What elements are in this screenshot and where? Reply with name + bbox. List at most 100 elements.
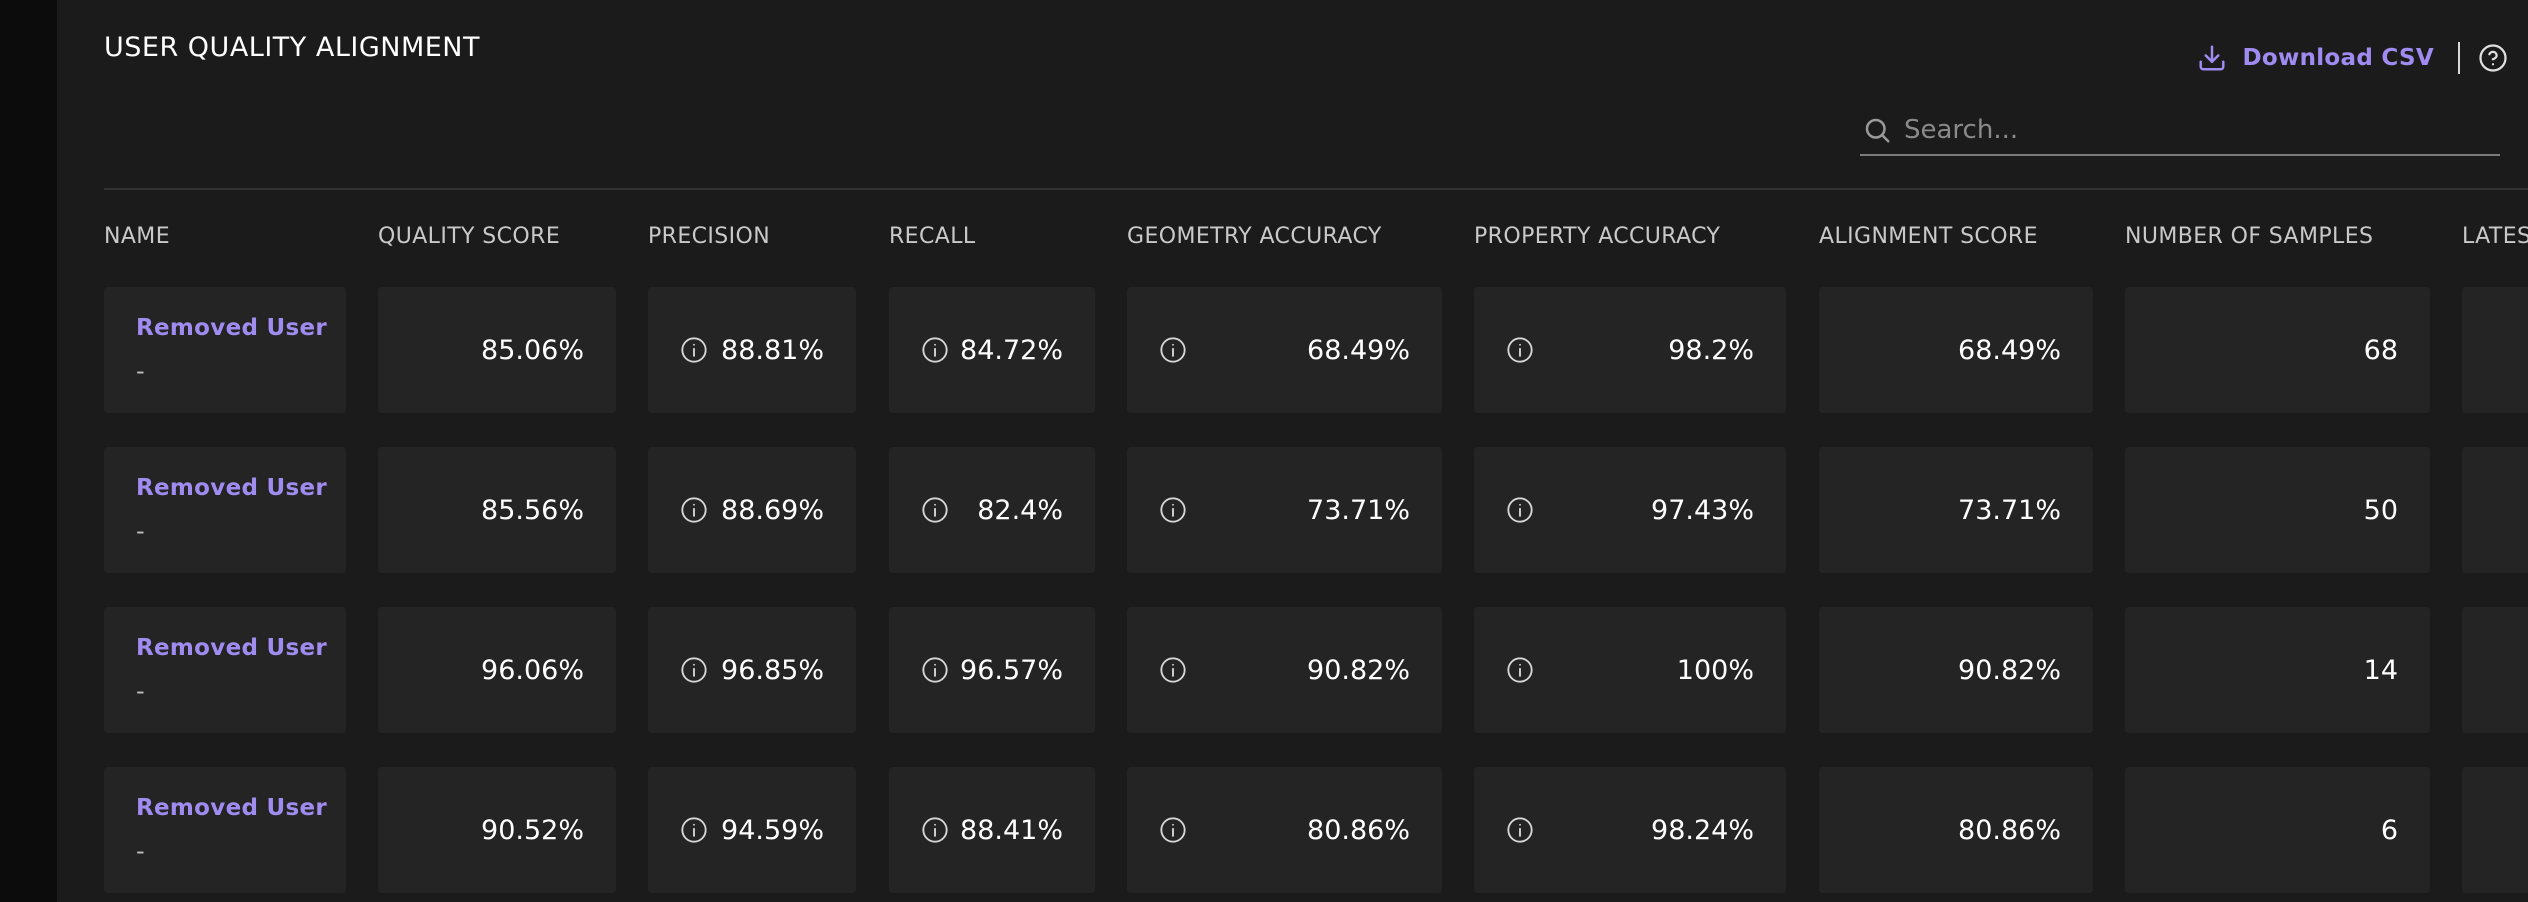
recall-cell: 82.4% bbox=[889, 447, 1095, 573]
precision-cell: 96.85% bbox=[648, 607, 856, 733]
quality-panel: USER QUALITY ALIGNMENT Download CSV N bbox=[57, 0, 2528, 902]
geometry-accuracy-value: 90.82% bbox=[1307, 654, 1410, 686]
download-csv-label: Download CSV bbox=[2242, 45, 2434, 71]
user-link[interactable]: Removed User bbox=[136, 315, 328, 341]
help-button[interactable] bbox=[2478, 43, 2508, 73]
geometry-accuracy-cell: 68.49% bbox=[1127, 287, 1442, 413]
property-accuracy-cell: 100% bbox=[1474, 607, 1786, 733]
latest-cell bbox=[2462, 287, 2528, 413]
number-of-samples-cell: 6 bbox=[2125, 767, 2430, 893]
geometry-accuracy-cell: 73.71% bbox=[1127, 447, 1442, 573]
info-icon[interactable] bbox=[1506, 656, 1534, 684]
user-subtitle: - bbox=[136, 517, 145, 545]
user-link[interactable]: Removed User bbox=[136, 475, 328, 501]
number-of-samples-value: 50 bbox=[2363, 494, 2398, 526]
precision-cell: 88.69% bbox=[648, 447, 856, 573]
column-header-name: NAME bbox=[104, 224, 170, 249]
info-icon[interactable] bbox=[1159, 656, 1187, 684]
toolbar-divider bbox=[2458, 42, 2460, 74]
info-icon[interactable] bbox=[680, 336, 708, 364]
column-header-geometry-accuracy: GEOMETRY ACCURACY bbox=[1127, 224, 1382, 249]
help-circle-icon bbox=[2479, 44, 2507, 72]
info-icon[interactable] bbox=[1159, 816, 1187, 844]
info-icon[interactable] bbox=[1159, 496, 1187, 524]
info-icon[interactable] bbox=[1159, 336, 1187, 364]
column-header-alignment-score: ALIGNMENT SCORE bbox=[1819, 224, 2038, 249]
info-icon[interactable] bbox=[921, 656, 949, 684]
quality-score-value: 90.52% bbox=[481, 814, 584, 846]
user-subtitle: - bbox=[136, 357, 145, 385]
number-of-samples-value: 6 bbox=[2380, 814, 2398, 846]
recall-value: 84.72% bbox=[960, 334, 1063, 366]
recall-value: 96.57% bbox=[960, 654, 1063, 686]
quality-score-value: 85.06% bbox=[481, 334, 584, 366]
info-icon[interactable] bbox=[680, 496, 708, 524]
column-header-latest: LATES bbox=[2462, 224, 2528, 249]
recall-cell: 88.41% bbox=[889, 767, 1095, 893]
quality-score-cell: 96.06% bbox=[378, 607, 616, 733]
quality-score-cell: 85.06% bbox=[378, 287, 616, 413]
precision-cell: 94.59% bbox=[648, 767, 856, 893]
number-of-samples-value: 14 bbox=[2363, 654, 2398, 686]
search-box bbox=[1860, 106, 2500, 156]
property-accuracy-value: 97.43% bbox=[1651, 494, 1754, 526]
property-accuracy-value: 98.24% bbox=[1651, 814, 1754, 846]
latest-cell bbox=[2462, 607, 2528, 733]
recall-cell: 84.72% bbox=[889, 287, 1095, 413]
recall-value: 88.41% bbox=[960, 814, 1063, 846]
quality-score-value: 96.06% bbox=[481, 654, 584, 686]
user-subtitle: - bbox=[136, 837, 145, 865]
precision-value: 96.85% bbox=[721, 654, 824, 686]
property-accuracy-cell: 98.2% bbox=[1474, 287, 1786, 413]
user-link[interactable]: Removed User bbox=[136, 795, 328, 821]
info-icon[interactable] bbox=[921, 816, 949, 844]
property-accuracy-value: 100% bbox=[1676, 654, 1754, 686]
number-of-samples-value: 68 bbox=[2363, 334, 2398, 366]
geometry-accuracy-cell: 90.82% bbox=[1127, 607, 1442, 733]
recall-cell: 96.57% bbox=[889, 607, 1095, 733]
name-cell: Removed User - bbox=[104, 447, 346, 573]
download-csv-button[interactable]: Download CSV bbox=[2197, 43, 2434, 73]
number-of-samples-cell: 14 bbox=[2125, 607, 2430, 733]
user-link[interactable]: Removed User bbox=[136, 635, 328, 661]
latest-cell bbox=[2462, 767, 2528, 893]
number-of-samples-cell: 50 bbox=[2125, 447, 2430, 573]
info-icon[interactable] bbox=[1506, 816, 1534, 844]
name-cell: Removed User - bbox=[104, 607, 346, 733]
info-icon[interactable] bbox=[921, 496, 949, 524]
name-cell: Removed User - bbox=[104, 767, 346, 893]
info-icon[interactable] bbox=[1506, 336, 1534, 364]
info-icon[interactable] bbox=[921, 336, 949, 364]
info-icon[interactable] bbox=[680, 816, 708, 844]
quality-score-value: 85.56% bbox=[481, 494, 584, 526]
info-icon[interactable] bbox=[1506, 496, 1534, 524]
alignment-score-cell: 73.71% bbox=[1819, 447, 2093, 573]
geometry-accuracy-value: 68.49% bbox=[1307, 334, 1410, 366]
column-header-recall: RECALL bbox=[889, 224, 976, 249]
alignment-score-cell: 68.49% bbox=[1819, 287, 2093, 413]
geometry-accuracy-cell: 80.86% bbox=[1127, 767, 1442, 893]
precision-value: 88.81% bbox=[721, 334, 824, 366]
info-icon[interactable] bbox=[680, 656, 708, 684]
user-subtitle: - bbox=[136, 677, 145, 705]
precision-cell: 88.81% bbox=[648, 287, 856, 413]
number-of-samples-cell: 68 bbox=[2125, 287, 2430, 413]
search-input[interactable] bbox=[1904, 115, 2484, 145]
header-divider bbox=[104, 188, 2528, 190]
alignment-score-value: 68.49% bbox=[1958, 334, 2061, 366]
column-header-quality-score: QUALITY SCORE bbox=[378, 224, 561, 249]
quality-score-cell: 85.56% bbox=[378, 447, 616, 573]
recall-value: 82.4% bbox=[977, 494, 1063, 526]
precision-value: 94.59% bbox=[721, 814, 824, 846]
quality-score-cell: 90.52% bbox=[378, 767, 616, 893]
search-icon bbox=[1865, 118, 1890, 143]
property-accuracy-cell: 97.43% bbox=[1474, 447, 1786, 573]
precision-value: 88.69% bbox=[721, 494, 824, 526]
page-title: USER QUALITY ALIGNMENT bbox=[104, 32, 481, 63]
alignment-score-value: 90.82% bbox=[1958, 654, 2061, 686]
alignment-score-cell: 90.82% bbox=[1819, 607, 2093, 733]
property-accuracy-cell: 98.24% bbox=[1474, 767, 1786, 893]
name-cell: Removed User - bbox=[104, 287, 346, 413]
alignment-score-value: 73.71% bbox=[1958, 494, 2061, 526]
toolbar: Download CSV bbox=[2197, 38, 2508, 78]
